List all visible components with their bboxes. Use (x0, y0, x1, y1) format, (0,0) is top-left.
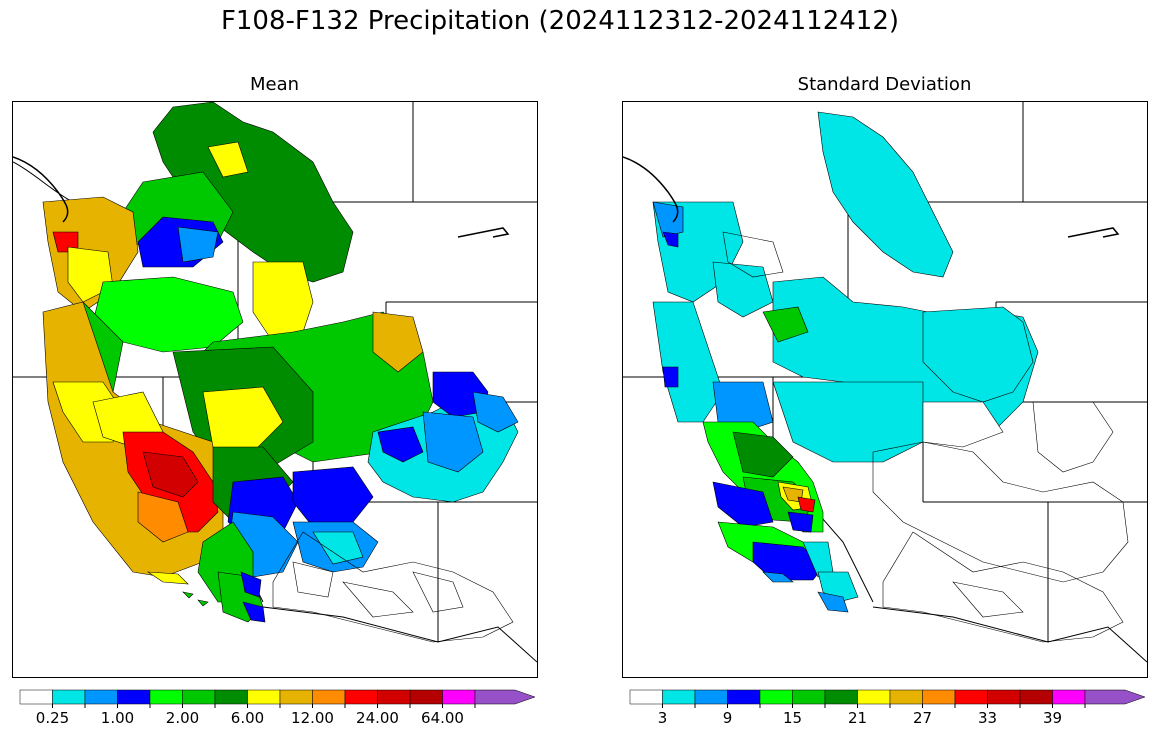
mean-colorbar-swatch (377, 689, 411, 705)
mean-colorbar-swatch (409, 689, 443, 705)
mean-colorbar-swatches (19, 689, 536, 708)
stddev-map-svg (623, 102, 1147, 663)
mean-colorbar-swatch (117, 689, 151, 705)
stddev-colorbar-label: 15 (782, 709, 803, 727)
stddev-map (622, 101, 1148, 678)
stddev-colorbar-swatches (629, 689, 1146, 708)
mean-colorbar-label: 0.25 (35, 709, 70, 727)
stddev-panel-title: Standard Deviation (797, 74, 972, 95)
mean-colorbar-label: 12.00 (291, 709, 334, 727)
stddev-colorbar: 3 9 15 21 27 33 39 (629, 689, 1146, 729)
mean-colorbar-swatch (247, 689, 281, 705)
mean-colorbar-label: 2.00 (165, 709, 200, 727)
mean-colorbar-swatch (182, 689, 216, 705)
mean-colorbar-swatch (312, 689, 346, 705)
stddev-colorbar-swatch (694, 689, 728, 705)
mean-map (12, 101, 538, 678)
stddev-colorbar-label: 33 (977, 709, 998, 727)
stddev-colorbar-swatch (987, 689, 1021, 705)
mean-colorbar-swatch (442, 689, 476, 705)
stddev-colorbar-swatch (857, 689, 891, 705)
stddev-colorbar-swatch (954, 689, 988, 705)
stddev-colorbar-labels: 3 9 15 21 27 33 39 (630, 709, 1140, 729)
mean-colorbar: 0.25 1.00 2.00 6.00 12.00 24.00 64.00 (19, 689, 536, 729)
stddev-colorbar-swatch (727, 689, 761, 705)
stddev-colorbar-swatch (1052, 689, 1086, 705)
mean-colorbar-extend-arrow (474, 689, 536, 705)
stddev-white-basins (722, 231, 1129, 643)
figure-title: F108-F132 Precipitation (2024112312-2024… (220, 6, 900, 36)
stddev-colorbar-swatch (1019, 689, 1053, 705)
mean-colorbar-swatch (279, 689, 313, 705)
mean-map-svg (13, 102, 537, 663)
stddev-colorbar-swatch (824, 689, 858, 705)
stddev-colorbar-swatch (759, 689, 793, 705)
stddev-colorbar-swatch (662, 689, 696, 705)
mean-panel-title: Mean (249, 74, 300, 95)
stddev-colorbar-label: 3 (657, 709, 668, 727)
mean-colorbar-swatch (84, 689, 118, 705)
mean-colorbar-label: 6.00 (230, 709, 265, 727)
mean-white-basins (272, 531, 514, 643)
mean-colorbar-label: 64.00 (421, 709, 464, 727)
mean-colorbar-swatch (52, 689, 86, 705)
mean-colorbar-swatch (19, 689, 53, 705)
mean-colorbar-label: 1.00 (100, 709, 135, 727)
mean-colorbar-swatch (149, 689, 183, 705)
stddev-colorbar-label: 27 (912, 709, 933, 727)
mean-colorbar-swatch (344, 689, 378, 705)
stddev-colorbar-label: 21 (847, 709, 868, 727)
stddev-regions (652, 111, 1039, 613)
mean-colorbar-labels: 0.25 1.00 2.00 6.00 12.00 24.00 64.00 (20, 709, 530, 729)
stddev-colorbar-label: 39 (1042, 709, 1063, 727)
stddev-colorbar-swatch (922, 689, 956, 705)
mean-colorbar-label: 24.00 (356, 709, 399, 727)
stddev-coastline (623, 156, 1120, 238)
stddev-colorbar-swatch (889, 689, 923, 705)
mean-precip-regions (42, 102, 519, 623)
stddev-colorbar-swatch (792, 689, 826, 705)
mean-colorbar-swatch (214, 689, 248, 705)
mean-coastline (13, 156, 510, 238)
stddev-colorbar-extend-arrow (1084, 689, 1146, 705)
stddev-colorbar-label: 9 (722, 709, 733, 727)
stddev-colorbar-swatch (629, 689, 663, 705)
